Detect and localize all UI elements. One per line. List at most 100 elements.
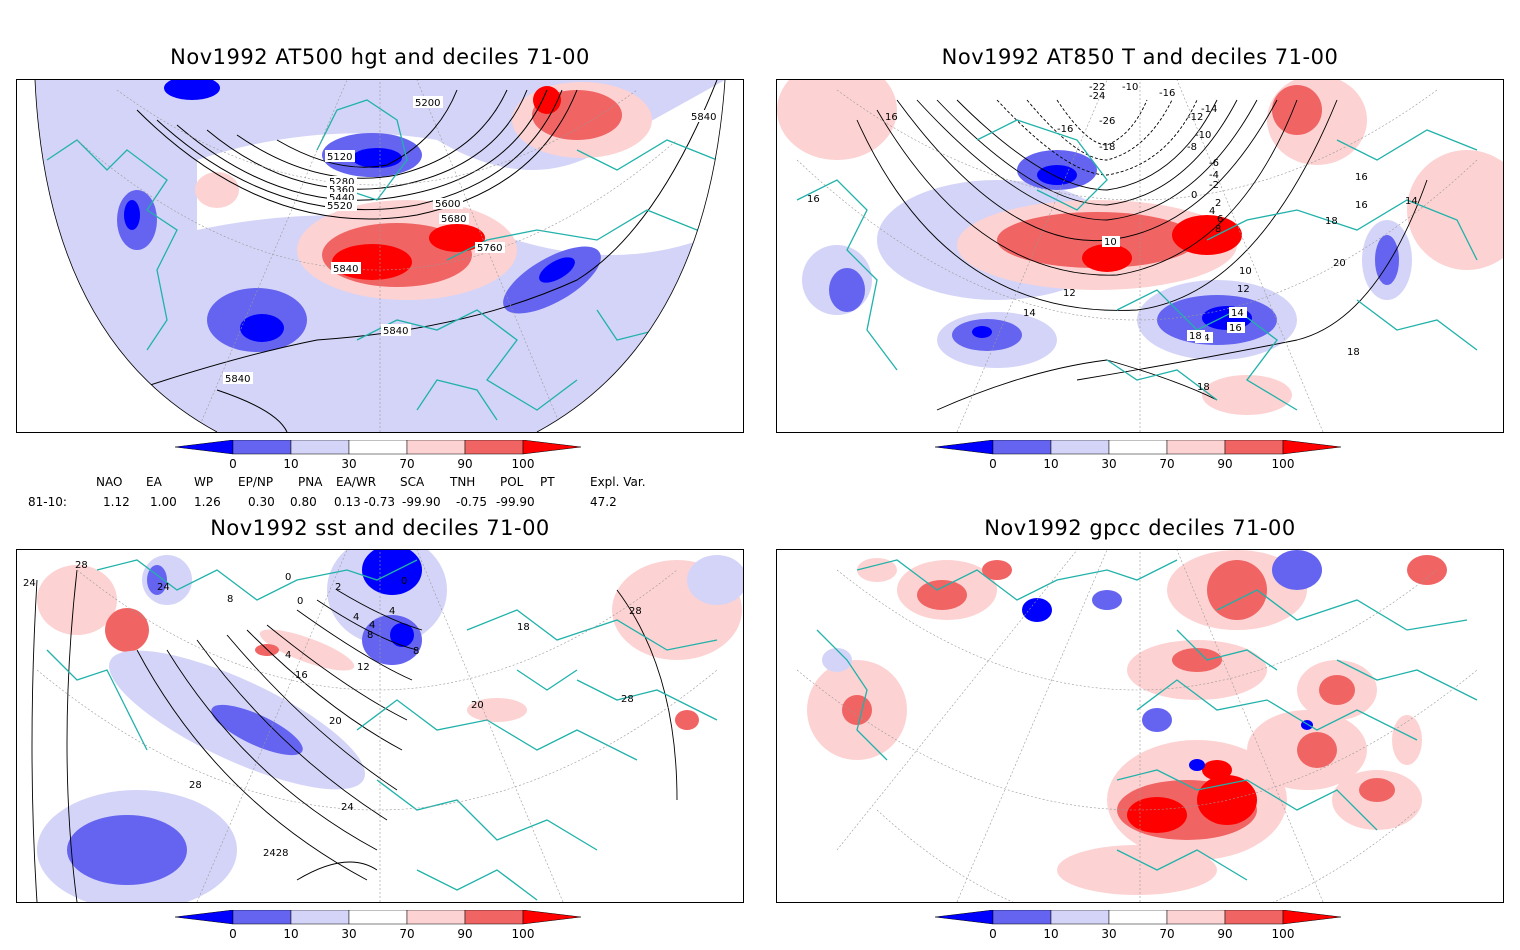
colorbar-tick: 70 <box>1159 927 1175 941</box>
contour-label: 5840 <box>691 112 716 123</box>
contour-label: 5840 <box>225 374 250 385</box>
colorbar-tick: 90 <box>457 457 473 471</box>
contour-label: 5440 <box>329 193 354 204</box>
contour-label: 28 <box>621 694 634 705</box>
contour-label: 16 <box>1355 172 1368 183</box>
colorbar-tick: 10 <box>283 927 299 941</box>
contour-label: 12 <box>357 662 370 673</box>
map-panel-hgt: 5200 5120 5280 5360 5440 5520 5600 5680 … <box>16 79 744 433</box>
index-value: -0.73 <box>364 495 396 509</box>
contour-label: 8 <box>367 630 373 641</box>
contour-label: -2 <box>1209 180 1219 191</box>
contour-label: -6 <box>1209 158 1219 169</box>
colorbar-tick: 100 <box>1271 927 1295 941</box>
colorbar-tick: 90 <box>457 927 473 941</box>
index-value: -99.90 <box>402 495 441 509</box>
colorbar-tick: 100 <box>511 457 535 471</box>
panel-title-t850: Nov1992 AT850 T and deciles 71-00 <box>941 45 1339 69</box>
contour-label: 14 <box>1023 308 1036 319</box>
contour-label: 12 <box>1063 288 1076 299</box>
index-header: EA/WR <box>336 475 377 489</box>
contour-label: -26 <box>1099 116 1115 127</box>
contour-label: -10 <box>1122 82 1138 93</box>
index-value: 1.12 <box>103 495 130 509</box>
index-value: 1.26 <box>194 495 221 509</box>
contour-label: 6 <box>1217 214 1223 225</box>
contour-label: 28 <box>629 606 642 617</box>
contour-label: -18 <box>1099 142 1115 153</box>
contour-label: 28 <box>189 780 202 791</box>
contour-label: -16 <box>1159 88 1175 99</box>
index-header: EA <box>146 475 162 489</box>
contour-label: 5200 <box>415 98 440 109</box>
colorbar-tick: 0 <box>989 457 997 471</box>
colorbar-tick: 30 <box>1101 927 1117 941</box>
index-value: 47.2 <box>590 495 617 509</box>
colorbar-tick: 90 <box>1217 457 1233 471</box>
contour-label: 4 <box>285 650 291 661</box>
contour-label: 4 <box>369 620 375 631</box>
colorbar-sst: 0 10 30 70 90 100 <box>174 909 595 950</box>
contour-label: 16 <box>807 194 820 205</box>
contour-label: 0 <box>285 572 291 583</box>
index-header: SCA <box>400 475 425 489</box>
index-header: POL <box>500 475 524 489</box>
contour-label: 12 <box>1237 284 1250 295</box>
colorbar-tick: 30 <box>341 457 357 471</box>
contour-label: 10 <box>1104 237 1117 248</box>
map-panel-sst: 24 28 24 8 0 0 2 4 4 0 4 8 8 12 16 4 20 … <box>16 549 744 903</box>
colorbar-tick: 10 <box>283 457 299 471</box>
contour-label: 5680 <box>441 214 466 225</box>
colorbar-svg <box>174 439 582 455</box>
colorbar-svg <box>934 909 1342 925</box>
index-header: TNH <box>450 475 476 489</box>
contour-label: 2 <box>335 582 341 593</box>
colorbar-tick: 10 <box>1043 927 1059 941</box>
contour-label: 18 <box>1197 382 1210 393</box>
contour-label: 20 <box>1333 258 1346 269</box>
index-value: 0.80 <box>290 495 317 509</box>
colorbar-hgt: 0 10 30 70 90 100 <box>174 439 595 480</box>
colorbar-svg <box>174 909 582 925</box>
contour-label: 8 <box>413 646 419 657</box>
colorbar-tick: 100 <box>511 927 535 941</box>
contour-label: 8 <box>227 594 233 605</box>
contour-label: 5120 <box>327 152 352 163</box>
colorbar-tick: 0 <box>229 927 237 941</box>
contour-label: 4 <box>1209 206 1215 217</box>
contour-label: 14 <box>1405 196 1418 207</box>
colorbar-t850: 0 10 30 70 90 100 <box>934 439 1355 480</box>
map-t850-svg: 16 16 -22 -24 -10 -16 -14 -12 -26 -16 -1… <box>777 80 1503 432</box>
contour-label: -12 <box>1187 112 1203 123</box>
contour-label: 0 <box>297 596 303 607</box>
contour-label: 5360 <box>329 185 354 196</box>
index-header: EP/NP <box>238 475 274 489</box>
panel-title-sst: Nov1992 sst and deciles 71-00 <box>210 516 550 540</box>
colorbar-tick: 70 <box>1159 457 1175 471</box>
contour-label: 8 <box>1215 224 1221 235</box>
index-value: 1.00 <box>150 495 177 509</box>
contour-label: 0 <box>401 576 407 587</box>
contour-label: -10 <box>1195 130 1211 141</box>
colorbar-tick: 70 <box>399 457 415 471</box>
contour-label: -22 <box>1089 82 1105 93</box>
index-value: -99.90 <box>496 495 535 509</box>
contour-label: 2428 <box>263 848 288 859</box>
contour-label: 20 <box>471 700 484 711</box>
index-header: NAO <box>96 475 123 489</box>
contour-label: 20 <box>329 716 342 727</box>
colorbar-gpcc: 0 10 30 70 90 100 <box>934 909 1355 950</box>
index-row-label: 81-10: <box>28 495 67 509</box>
colorbar-tick: 0 <box>229 457 237 471</box>
contour-label: 4 <box>353 612 359 623</box>
colorbar-tick: 0 <box>989 927 997 941</box>
map-hgt-svg: 5200 5120 5280 5360 5440 5520 5600 5680 … <box>34 80 726 432</box>
contour-label: 24 <box>157 582 170 593</box>
contour-label: 18 <box>1189 331 1202 342</box>
index-value: 0.13 <box>334 495 361 509</box>
contour-label: 5760 <box>477 243 502 254</box>
map-panel-t850: 16 16 -22 -24 -10 -16 -14 -12 -26 -16 -1… <box>776 79 1504 433</box>
contour-label: 18 <box>517 622 530 633</box>
contour-label: 0 <box>1191 190 1197 201</box>
colorbar-tick: 30 <box>1101 457 1117 471</box>
